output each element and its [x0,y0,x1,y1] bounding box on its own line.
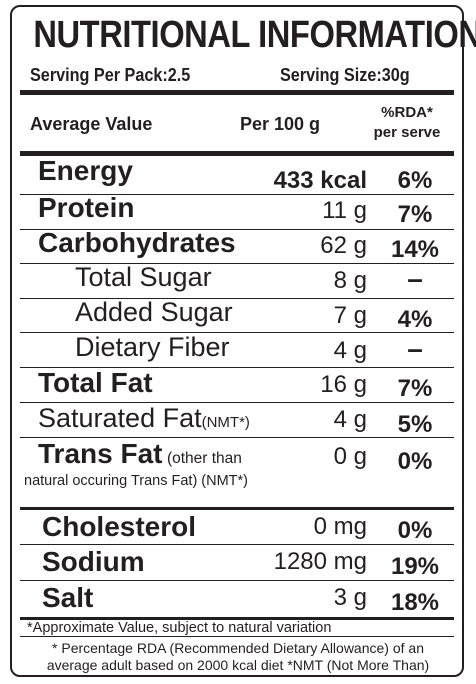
row-sodium-name: Sodium [42,546,145,577]
header-rda-line1: %RDA* [381,104,433,121]
row-total-sugar-name: Total Sugar [75,262,212,292]
nutrition-label-panel [10,5,464,677]
row-total-fat-value: 16 g [320,371,367,398]
row-trans-fat-rda: 0% [397,448,433,475]
row-dietary-fiber-rda: – [407,333,423,364]
row-trans-fat-value: 0 g [333,443,367,470]
row-sodium-rda: 19% [390,553,440,580]
header-rda-line2: per serve [373,123,441,141]
header-average-value: Average Value [30,114,153,134]
row-salt-name: Salt [42,582,94,613]
serving-size: Serving Size:30g [280,65,410,85]
footnote-rda-line1: * Percentage RDA (Recommended Dietary Al… [52,640,424,656]
row-divider [20,332,454,333]
thick-divider [20,151,454,156]
row-protein-value: 11 g [322,197,367,224]
footnote-rda-line2: average adult based on 2000 kcal diet *N… [46,657,430,673]
row-total-sugar-rda: – [407,263,423,294]
row-trans-fat-note-2: natural occuring Trans Fat) (NMT*) [24,473,249,489]
row-divider [20,367,454,368]
row-energy-value: 433 kcal [273,167,367,194]
row-salt-rda: 18% [390,589,440,616]
row-divider [20,437,454,438]
row-cholesterol-name: Cholesterol [42,511,197,542]
row-divider [20,544,454,545]
row-added-sugar-name: Added Sugar [75,297,233,327]
label-title: NUTRITIONAL INFORMATION [33,14,476,56]
row-divider [20,580,454,581]
row-energy-rda: 6% [397,167,433,194]
row-saturated-fat-name: Saturated Fat [38,403,202,433]
row-divider [20,263,454,264]
thick-divider [20,507,454,510]
row-divider [20,402,454,403]
row-trans-fat-name: Trans Fat [38,438,163,469]
row-sodium-value: 1280 mg [273,548,367,575]
row-divider [20,636,454,637]
row-saturated-fat-label: Saturated Fat(NMT*) [38,405,250,432]
row-trans-fat-label: Trans Fat (other than [38,440,242,468]
row-total-sugar-value: 8 g [333,267,367,294]
row-saturated-fat-rda: 5% [397,411,433,438]
row-divider [20,194,454,195]
row-carbohydrates-value: 62 g [320,232,367,259]
row-saturated-fat-note: (NMT*) [201,414,250,431]
row-total-fat-name: Total Fat [38,367,153,398]
row-cholesterol-rda: 0% [397,517,433,544]
header-per-100g: Per 100 g [240,114,321,134]
row-divider [20,229,454,230]
row-added-sugar-rda: 4% [397,306,433,333]
row-saturated-fat-value: 4 g [333,406,367,433]
row-total-fat-rda: 7% [397,375,433,402]
thick-divider [20,617,454,620]
row-salt-value: 3 g [333,584,367,611]
row-added-sugar-value: 7 g [333,302,367,329]
servings-per-pack: Serving Per Pack:2.5 [30,65,191,85]
row-cholesterol-value: 0 mg [313,513,367,540]
row-carbohydrates-rda: 14% [390,236,440,263]
row-protein-name: Protein [38,192,135,223]
footnote-approximate: *Approximate Value, subject to natural v… [27,620,332,636]
row-dietary-fiber-name: Dietary Fiber [75,332,230,362]
row-divider [20,298,454,299]
thick-divider [20,90,454,95]
row-protein-rda: 7% [397,201,433,228]
row-carbohydrates-name: Carbohydrates [38,227,236,258]
row-energy-name: Energy [38,155,133,186]
row-trans-fat-note: (other than [166,450,242,467]
row-dietary-fiber-value: 4 g [333,337,367,364]
header-rda: %RDA* per serve [362,103,452,142]
